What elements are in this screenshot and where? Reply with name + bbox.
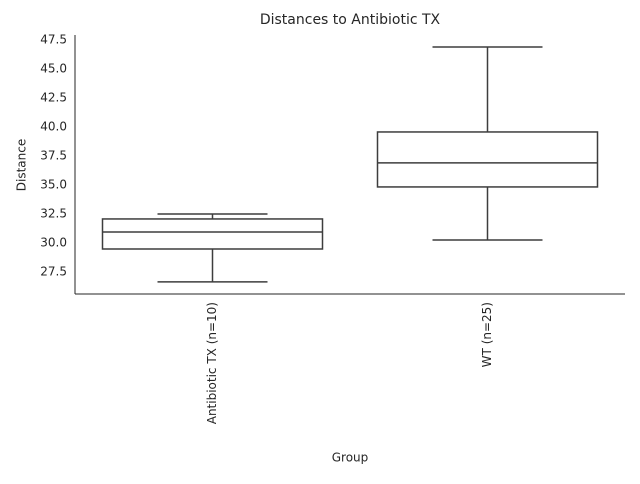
y-tick-label: 37.5 (40, 148, 67, 162)
y-tick-label: 47.5 (40, 32, 67, 46)
x-tick-label: Antibiotic TX (n=10) (205, 302, 219, 424)
y-tick-label: 45.0 (40, 61, 67, 75)
y-tick-label: 40.0 (40, 119, 67, 133)
y-tick-label: 42.5 (40, 90, 67, 104)
y-tick-label: 35.0 (40, 177, 67, 191)
box (376, 131, 599, 188)
y-axis-label: Distance (15, 139, 29, 191)
x-axis-label: Group (332, 451, 369, 465)
chart-title: Distances to Antibiotic TX (260, 12, 441, 28)
y-tick-label: 32.5 (40, 206, 67, 220)
y-tick-label: 27.5 (40, 264, 67, 278)
box (101, 218, 324, 250)
x-tick-label: WT (n=25) (480, 302, 494, 367)
y-tick-label: 30.0 (40, 235, 67, 249)
